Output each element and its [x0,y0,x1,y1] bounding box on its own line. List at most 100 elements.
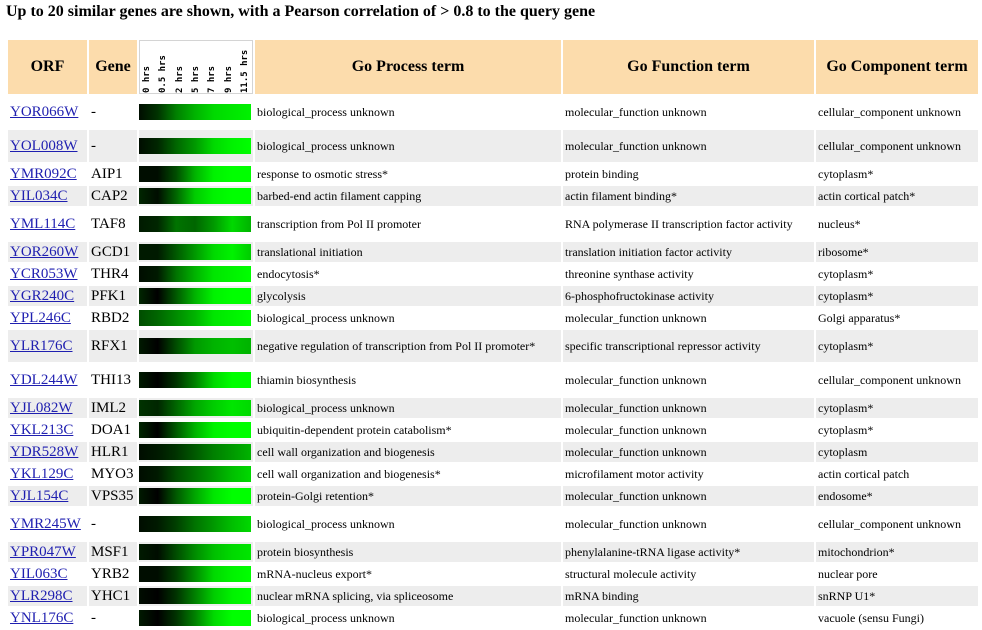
table-row: YOR066W - biological_process unknown molecu… [8,96,978,128]
table-row: YKL129C MYO3 cell wall organization and bi… [8,464,978,484]
orf-link[interactable]: YDR528W [10,444,79,460]
component-term-cell: cytoplasm* [816,264,978,284]
component-term-cell: nuclear pore [816,564,978,584]
function-term-cell: protein binding [563,164,814,184]
expression-profile-bar [139,266,251,282]
component-term-cell: Golgi apparatus* [816,308,978,328]
expression-profile-bar [139,610,251,626]
orf-link[interactable]: YCR053W [10,266,78,282]
gene-cell: MSF1 [89,542,137,562]
orf-cell: YPL246C [8,308,87,328]
timepoints-column-header: 0 hrs 0.5 hrs 2 hrs 5 hrs 7 hrs 9 hrs 11… [139,40,253,94]
orf-cell: YMR245W [8,508,87,540]
table-row: YOR260W GCD1 translational initiation trans… [8,242,978,262]
process-term-cell: biological_process unknown [255,130,561,162]
expression-profile-bar [139,422,251,438]
orf-link[interactable]: YMR245W [10,516,81,532]
process-term-cell: cell wall organization and biogenesis* [255,464,561,484]
gene-cell: THR4 [89,264,137,284]
expression-cell [139,398,253,418]
expression-profile-bar [139,588,251,604]
component-term-cell: cytoplasm* [816,398,978,418]
gene-cell: THI13 [89,364,137,396]
orf-link[interactable]: YOR066W [10,104,79,120]
orf-link[interactable]: YKL213C [10,422,74,438]
expression-cell [139,208,253,240]
orf-cell: YIL063C [8,564,87,584]
orf-link[interactable]: YML114C [10,216,76,232]
expression-cell [139,420,253,440]
orf-link[interactable]: YPL246C [10,310,71,326]
orf-link[interactable]: YDL244W [10,372,78,388]
orf-link[interactable]: YJL082W [10,400,73,416]
orf-link[interactable]: YPR047W [10,544,76,560]
gene-cell: YRB2 [89,564,137,584]
function-term-cell: molecular_function unknown [563,608,814,628]
expression-cell [139,286,253,306]
orf-link[interactable]: YIL063C [10,566,68,582]
expression-cell [139,364,253,396]
component-term-cell: cellular_component unknown [816,130,978,162]
component-term-cell: cytoplasm* [816,286,978,306]
gene-cell: CAP2 [89,186,137,206]
gene-cell: VPS35 [89,486,137,506]
orf-cell: YKL213C [8,420,87,440]
expression-profile-bar [139,288,251,304]
table-row: YKL213C DOA1 ubiquitin-dependent protein c… [8,420,978,440]
table-row: YOL008W - biological_process unknown molecu… [8,130,978,162]
component-term-cell: cytoplasm* [816,330,978,362]
table-row: YJL082W IML2 biological_process unknown mol… [8,398,978,418]
timepoint-label: 11.5 hrs [239,49,250,93]
expression-cell [139,608,253,628]
component-term-cell: vacuole (sensu Fungi) [816,608,978,628]
orf-cell: YKL129C [8,464,87,484]
orf-cell: YCR053W [8,264,87,284]
orf-cell: YOR066W [8,96,87,128]
orf-cell: YGR240C [8,286,87,306]
function-term-cell: threonine synthase activity [563,264,814,284]
table-row: YLR176C RFX1 negative regulation of transc… [8,330,978,362]
orf-cell: YDR528W [8,442,87,462]
orf-cell: YMR092C [8,164,87,184]
function-term-cell: molecular_function unknown [563,442,814,462]
table-row: YNL176C - biological_process unknown molecu… [8,608,978,628]
component-term-cell: cytoplasm* [816,164,978,184]
orf-link[interactable]: YIL034C [10,188,68,204]
expression-cell [139,330,253,362]
component-term-cell: cellular_component unknown [816,508,978,540]
expression-profile-bar [139,138,251,154]
expression-profile-bar [139,216,251,232]
orf-link[interactable]: YOL008W [10,138,78,154]
function-term-cell: phenylalanine-tRNA ligase activity* [563,542,814,562]
expression-cell [139,564,253,584]
orf-link[interactable]: YJL154C [10,488,69,504]
orf-link[interactable]: YMR092C [10,166,77,182]
orf-link[interactable]: YKL129C [10,466,74,482]
process-term-cell: translational initiation [255,242,561,262]
expression-profile-bar [139,444,251,460]
process-term-cell: biological_process unknown [255,508,561,540]
orf-link[interactable]: YNL176C [10,610,74,626]
process-term-cell: nuclear mRNA splicing, via spliceosome [255,586,561,606]
function-term-cell: molecular_function unknown [563,486,814,506]
gene-cell: - [89,96,137,128]
orf-link[interactable]: YGR240C [10,288,75,304]
process-term-cell: barbed-end actin filament capping [255,186,561,206]
function-term-cell: specific transcriptional repressor activ… [563,330,814,362]
orf-column-header: ORF [8,40,87,94]
expression-profile-bar [139,372,251,388]
orf-link[interactable]: YLR176C [10,338,73,354]
expression-profile-bar [139,338,251,354]
table-header-row: ORF Gene 0 hrs 0.5 hrs 2 hrs 5 hrs 7 hrs… [8,40,978,94]
expression-cell [139,542,253,562]
gene-cell: - [89,608,137,628]
expression-profile-bar [139,188,251,204]
orf-link[interactable]: YOR260W [10,244,79,260]
component-term-cell: cellular_component unknown [816,96,978,128]
process-term-cell: glycolysis [255,286,561,306]
gene-cell: RBD2 [89,308,137,328]
expression-cell [139,96,253,128]
orf-link[interactable]: YLR298C [10,588,73,604]
gene-cell: - [89,130,137,162]
function-term-cell: molecular_function unknown [563,508,814,540]
